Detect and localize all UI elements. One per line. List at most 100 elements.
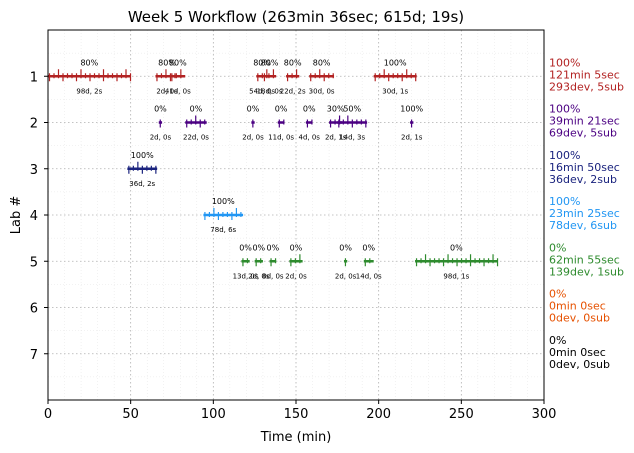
session-percent: 100% [212,197,235,206]
lab-summary-line: 78dev, 6sub [549,219,617,232]
session-info: 2d, 0s [335,272,357,280]
session-lab5: 0% 14d, 0s [356,243,382,280]
session-info: 2d, 0s [248,272,270,280]
session-lab2: 50% 14d, 3s [337,105,368,142]
lab-summary-line: 0% [549,334,566,347]
grid [47,30,545,400]
lab-summary-line: 23min 25sec [549,207,620,220]
x-tick-label: 50 [122,407,139,422]
x-tick-label: 100 [201,407,226,422]
lab-summary-line: 0dev, 0sub [549,312,610,325]
session-lab3: 100% 36d, 2s [127,151,158,188]
session-info: 14d, 0s [356,272,382,280]
session-info: 22d, 2s [280,87,306,95]
session-percent: 100% [131,151,154,160]
session-lab5: 0% 2d, 0s [285,243,307,280]
session-percent: 80% [169,58,187,67]
lab-summary-line: 293dev, 5sub [549,80,624,93]
session-lab2: 100% 2d, 1s [400,105,423,142]
session-percent: 0% [247,105,260,114]
lab-summary-line: 0min 0sec [549,346,606,359]
session-percent: 80% [158,58,176,67]
session-info: 2d, 0s [156,87,178,95]
lab-summary-line: 139dev, 1sub [549,265,624,278]
session-lab5: 0% 2d, 0s [248,243,270,280]
session-lab1: 80% 22d, 2s [280,58,306,95]
session-info: 2d, 0s [285,272,307,280]
session-info: 13d, 0s [233,272,259,280]
lab-summary-line: 121min 5sec [549,68,620,81]
session-info: 54d, 0s [249,87,275,95]
y-tick-label: 1 [30,70,38,85]
session-info: 14d, 3s [339,134,365,142]
session-info: 2d, 1s [325,134,347,142]
session-info: 36d, 2s [129,180,155,188]
y-tick-label: 6 [30,302,38,317]
session-percent: 0% [154,105,167,114]
lab-summary-line: 16min 50sec [549,161,620,174]
session-lab2: 0% 4d, 0s [299,105,321,142]
session-info: 78d, 6s [210,226,236,234]
session-lab1: 80% 41d, 0s [165,58,191,95]
session-lab1: 80% 18d, 0s [257,58,283,95]
plot-frame [47,29,545,401]
session-lab1: 80% 98d, 2s [48,58,132,95]
session-percent: 0% [239,243,252,252]
session-lab1: 80% 30d, 0s [309,58,335,95]
y-tick-label: 2 [30,117,38,132]
lab-summary-line: 69dev, 5sub [549,127,617,140]
session-info: 11d, 0s [268,134,294,142]
session-info: 18d, 0s [257,87,283,95]
lab-summary-line: 100% [549,56,580,69]
session-lab1: 100% 30d, 1s [373,58,417,95]
session-info: 4d, 0s [299,134,321,142]
session-percent: 0% [303,105,316,114]
x-tick-label: 250 [449,407,474,422]
y-tick-label: 3 [30,163,38,178]
session-info: 2d, 0s [150,134,172,142]
lab-summary-line: 0min 0sec [549,300,606,313]
session-info: 2d, 1s [401,134,423,142]
session-lab2: 0% 2d, 0s [150,105,172,142]
session-percent: 0% [190,105,203,114]
session-info: 98d, 2s [76,87,102,95]
y-tick-label: 7 [30,348,38,363]
session-info: 8d, 0s [262,272,284,280]
lab-summary-line: 36dev, 2sub [549,173,617,186]
session-percent: 0% [267,243,280,252]
session-percent: 0% [252,243,265,252]
session-percent: 80% [253,58,271,67]
session-percent: 0% [275,105,288,114]
y-axis-title: Lab # [9,196,24,235]
session-info: 30d, 0s [309,87,335,95]
y-tick-label: 5 [30,255,38,270]
session-percent: 80% [261,58,279,67]
session-lab5: 0% 98d, 1s [415,243,499,280]
session-lab2: 0% 11d, 0s [268,105,294,142]
session-lab5: 0% 13d, 0s [233,243,259,280]
session-percent: 100% [384,58,407,67]
axes: 0 50 100 150 200 250 300 1 2 3 4 5 6 7 [30,29,556,422]
session-lab5: 0% 8d, 0s [262,243,284,280]
session-percent: 80% [313,58,331,67]
lab-summary-line: 0% [549,288,566,301]
session-percent: 0% [339,243,352,252]
lab-summary-line: 100% [549,103,580,116]
x-tick-label: 200 [366,407,391,422]
lab-summary-line: 62min 55sec [549,253,620,266]
session-percent: 50% [343,105,361,114]
lab-summary-line: 0dev, 0sub [549,358,610,371]
x-axis-title: Time (min) [260,430,332,445]
session-percent: 30% [327,105,345,114]
session-percent: 0% [290,243,303,252]
session-info: 2d, 0s [242,134,264,142]
session-percent: 0% [450,243,463,252]
session-info: 22d, 0s [183,134,209,142]
x-tick-label: 0 [44,407,52,422]
session-lab4: 100% 78d, 6s [203,197,244,234]
chart-title: Week 5 Workflow (263min 36sec; 615d; 19s… [128,8,464,26]
session-percent: 80% [80,58,98,67]
y-tick-label: 4 [30,209,38,224]
